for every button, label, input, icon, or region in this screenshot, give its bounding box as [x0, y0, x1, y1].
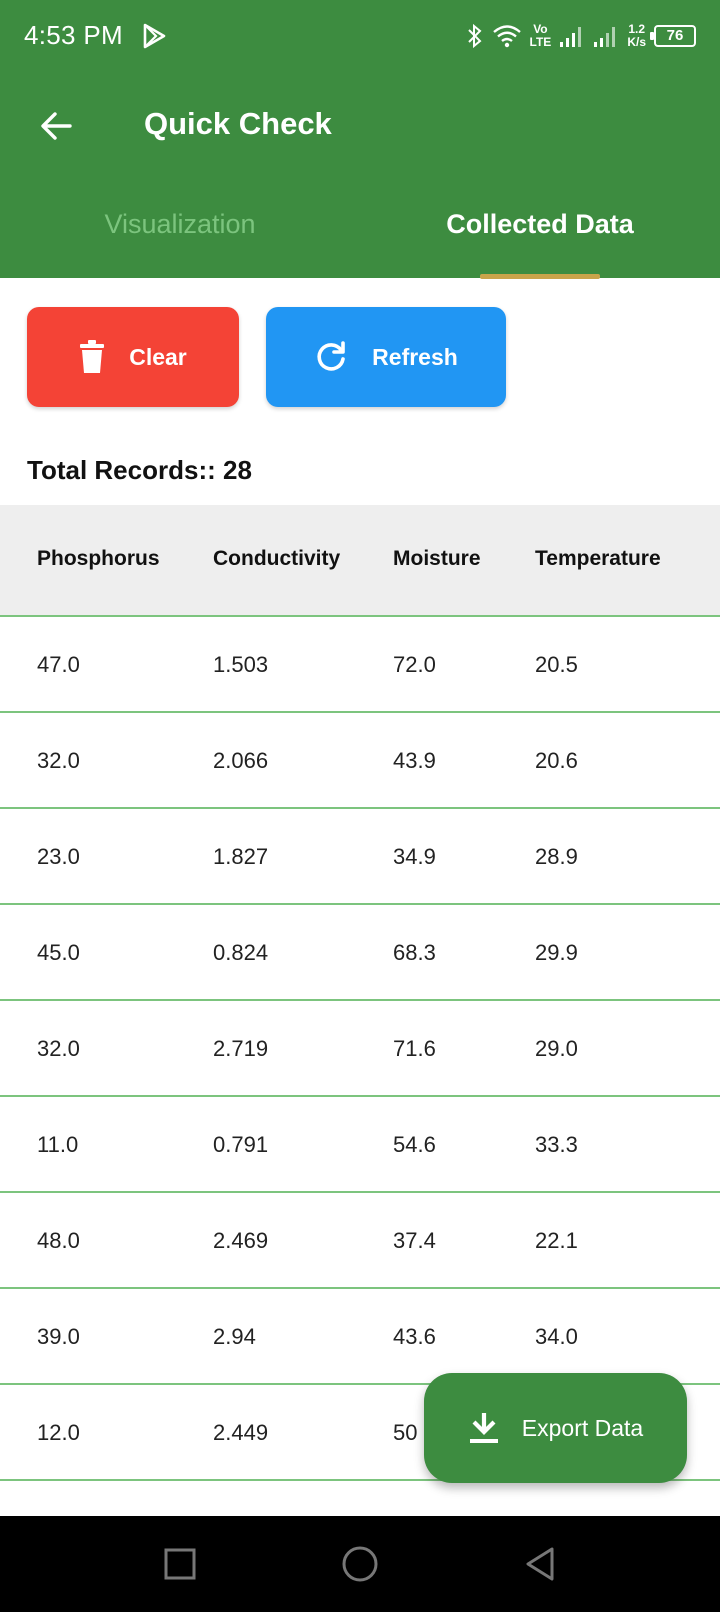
- clear-button-label: Clear: [129, 343, 187, 370]
- status-bar: 4:53 PM Vo LTE 1.2 K/s 76: [0, 0, 720, 74]
- download-icon: [469, 1413, 498, 1443]
- signal-icon-sim2: [594, 27, 616, 47]
- cell-moisture: 34.9: [393, 844, 436, 869]
- cell-phosphorus: 12.0: [37, 1420, 80, 1445]
- page-title: Quick Check: [144, 106, 332, 141]
- cell-phosphorus: 11.0: [37, 1132, 79, 1157]
- cell-conductivity: 2.469: [213, 1228, 269, 1253]
- cell-temperature: 33.3: [535, 1132, 578, 1157]
- table-row: 48.0 2.469 37.4 22.1: [0, 1193, 720, 1289]
- trash-icon: [80, 340, 105, 373]
- square-icon: [164, 1548, 196, 1580]
- cell-moisture: 68.3: [393, 940, 436, 965]
- cell-phosphorus: 23.0: [37, 844, 80, 869]
- cell-moisture: 37.4: [393, 1228, 436, 1253]
- table-row: 32.0 2.066 43.9 20.6: [0, 713, 720, 809]
- refresh-icon: [317, 341, 345, 371]
- network-speed: 1.2 K/s: [627, 22, 646, 49]
- table-header: Phosphorus Conductivity Moisture Tempera…: [0, 505, 720, 617]
- tab-visualization[interactable]: Visualization: [104, 208, 256, 239]
- cell-phosphorus: 48.0: [37, 1228, 80, 1253]
- cell-phosphorus: 32.0: [37, 1036, 80, 1061]
- export-data-button[interactable]: Export Data: [424, 1373, 687, 1483]
- table-row: 39.0 2.94 43.6 34.0: [0, 1289, 720, 1385]
- column-header-temperature: Temperature: [535, 547, 661, 570]
- bluetooth-icon: [467, 23, 482, 49]
- cell-moisture: 50: [393, 1420, 418, 1445]
- cell-conductivity: 1.827: [213, 844, 269, 869]
- triangle-back-icon: [526, 1547, 554, 1581]
- cell-conductivity: 0.824: [213, 940, 269, 965]
- system-nav-bar: [0, 1516, 720, 1612]
- cell-phosphorus: 45.0: [37, 940, 80, 965]
- cell-conductivity: 1.503: [213, 652, 269, 677]
- wifi-icon: [492, 25, 521, 48]
- tab-bar: Visualization Collected Data: [0, 178, 720, 279]
- cell-phosphorus: 32.0: [37, 748, 80, 773]
- cell-moisture: 72.0: [393, 652, 436, 677]
- table-row: 11.0 0.791 54.6 33.3: [0, 1097, 720, 1193]
- cell-moisture: 71.6: [393, 1036, 436, 1061]
- app-bar: Quick Check: [0, 74, 720, 178]
- cell-phosphorus: 47.0: [37, 652, 80, 677]
- cell-temperature: 29.9: [535, 940, 578, 965]
- arrow-left-icon: [41, 112, 72, 140]
- table-row: 32.0 2.719 71.6 29.0: [0, 1001, 720, 1097]
- back-button[interactable]: [34, 104, 78, 148]
- cell-temperature: 29.0: [535, 1036, 578, 1061]
- tab-collected-data[interactable]: Collected Data: [446, 208, 634, 239]
- cell-moisture: 43.6: [393, 1324, 436, 1349]
- total-records: Total Records:: 28: [27, 455, 252, 486]
- column-header-phosphorus: Phosphorus: [37, 547, 160, 570]
- cell-conductivity: 0.791: [213, 1132, 269, 1157]
- cell-temperature: 20.6: [535, 748, 578, 773]
- volte-label: Vo LTE: [529, 22, 552, 49]
- refresh-button[interactable]: Refresh: [266, 307, 506, 407]
- recent-apps-button[interactable]: [158, 1542, 202, 1586]
- cell-conductivity: 2.066: [213, 748, 269, 773]
- cell-phosphorus: 39.0: [37, 1324, 80, 1349]
- play-store-icon: [143, 23, 166, 49]
- column-header-conductivity: Conductivity: [213, 547, 341, 570]
- clear-button[interactable]: Clear: [27, 307, 239, 407]
- table-row: 45.0 0.824 68.3 29.9: [0, 905, 720, 1001]
- cell-conductivity: 2.94: [213, 1324, 256, 1349]
- export-data-label: Export Data: [521, 1414, 644, 1441]
- cell-temperature: 20.5: [535, 652, 578, 677]
- system-back-button[interactable]: [518, 1542, 562, 1586]
- status-icons: Vo LTE 1.2 K/s 76: [466, 20, 696, 52]
- tab-indicator: [480, 274, 600, 279]
- signal-icon-sim1: [560, 27, 582, 47]
- cell-temperature: 34.0: [535, 1324, 578, 1349]
- column-header-moisture: Moisture: [393, 547, 481, 570]
- cell-moisture: 54.6: [393, 1132, 436, 1157]
- cell-temperature: 28.9: [535, 844, 578, 869]
- home-button[interactable]: [338, 1542, 382, 1586]
- battery-icon: 76: [650, 25, 696, 47]
- table-row: 23.0 1.827 34.9 28.9: [0, 809, 720, 905]
- circle-icon: [342, 1546, 378, 1582]
- data-table: Phosphorus Conductivity Moisture Tempera…: [0, 505, 720, 1481]
- cell-temperature: 22.1: [535, 1228, 578, 1253]
- refresh-button-label: Refresh: [372, 343, 458, 370]
- cell-moisture: 43.9: [393, 748, 436, 773]
- status-time: 4:53 PM: [24, 20, 123, 50]
- table-row: 12.0 2.449 50: [0, 1385, 720, 1481]
- table-row: 47.0 1.503 72.0 20.5: [0, 617, 720, 713]
- cell-conductivity: 2.449: [213, 1420, 269, 1445]
- cell-conductivity: 2.719: [213, 1036, 269, 1061]
- total-records-label: Total Records:: 28: [27, 455, 252, 485]
